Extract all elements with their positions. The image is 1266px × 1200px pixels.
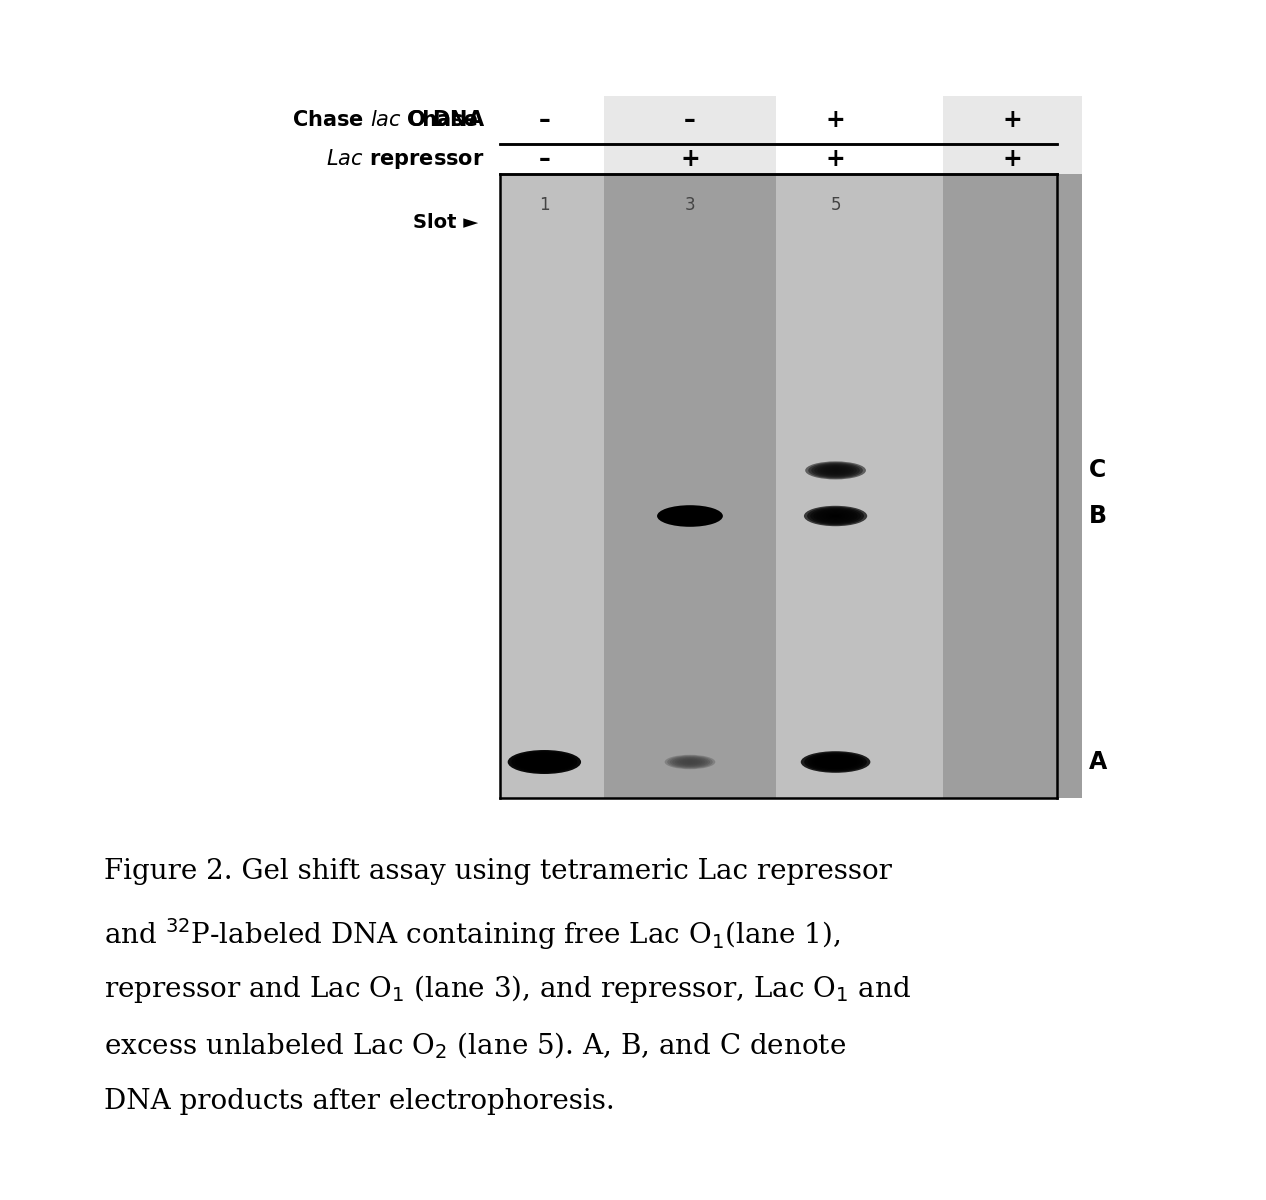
Text: excess unlabeled Lac O$_2$ (lane 5). A, B, and C denote: excess unlabeled Lac O$_2$ (lane 5). A, … bbox=[104, 1031, 846, 1062]
Ellipse shape bbox=[508, 750, 581, 774]
Ellipse shape bbox=[823, 512, 848, 520]
Ellipse shape bbox=[665, 755, 715, 769]
Ellipse shape bbox=[670, 756, 710, 768]
Bar bbox=[943, 174, 1082, 798]
Ellipse shape bbox=[804, 752, 867, 772]
Ellipse shape bbox=[808, 754, 863, 770]
Ellipse shape bbox=[680, 512, 700, 520]
Ellipse shape bbox=[825, 758, 846, 766]
Ellipse shape bbox=[818, 757, 853, 768]
Ellipse shape bbox=[817, 510, 855, 522]
Ellipse shape bbox=[674, 511, 706, 521]
Ellipse shape bbox=[804, 506, 867, 527]
Ellipse shape bbox=[523, 755, 566, 769]
Ellipse shape bbox=[801, 751, 871, 773]
Ellipse shape bbox=[670, 510, 710, 522]
Text: C: C bbox=[1089, 458, 1106, 482]
Text: Figure 2. Gel shift assay using tetrameric Lac repressor: Figure 2. Gel shift assay using tetramer… bbox=[104, 858, 891, 886]
Ellipse shape bbox=[684, 514, 696, 518]
Ellipse shape bbox=[812, 755, 860, 769]
Ellipse shape bbox=[663, 508, 717, 524]
Text: +: + bbox=[1003, 146, 1023, 170]
Ellipse shape bbox=[672, 757, 708, 767]
Ellipse shape bbox=[805, 461, 866, 479]
Ellipse shape bbox=[808, 462, 863, 479]
Text: –: – bbox=[538, 108, 551, 132]
Ellipse shape bbox=[808, 506, 863, 526]
Ellipse shape bbox=[533, 758, 556, 766]
Ellipse shape bbox=[657, 505, 723, 527]
Ellipse shape bbox=[812, 463, 860, 478]
Bar bbox=[604, 174, 776, 798]
Text: –: – bbox=[684, 108, 696, 132]
Ellipse shape bbox=[823, 467, 848, 474]
Ellipse shape bbox=[820, 511, 852, 521]
Ellipse shape bbox=[515, 752, 573, 772]
Bar bbox=[604, 144, 776, 174]
Ellipse shape bbox=[815, 756, 856, 768]
Text: A: A bbox=[1089, 750, 1106, 774]
Text: +: + bbox=[825, 108, 846, 132]
Text: B: B bbox=[1089, 504, 1106, 528]
Ellipse shape bbox=[519, 754, 570, 770]
Text: +: + bbox=[825, 146, 846, 170]
Ellipse shape bbox=[814, 509, 858, 523]
Ellipse shape bbox=[511, 751, 577, 773]
Ellipse shape bbox=[677, 511, 703, 521]
Text: DNA products after electrophoresis.: DNA products after electrophoresis. bbox=[104, 1088, 614, 1116]
Text: 5: 5 bbox=[830, 196, 841, 214]
Bar bbox=[500, 144, 1057, 174]
Ellipse shape bbox=[814, 464, 857, 476]
Ellipse shape bbox=[537, 760, 552, 764]
Ellipse shape bbox=[818, 464, 853, 475]
Text: repressor and Lac O$_1$ (lane 3), and repressor, Lac O$_1$ and: repressor and Lac O$_1$ (lane 3), and re… bbox=[104, 973, 912, 1006]
Text: and $^{32}$P-labeled DNA containing free Lac O$_1$(lane 1),: and $^{32}$P-labeled DNA containing free… bbox=[104, 916, 841, 952]
Text: –: – bbox=[538, 146, 551, 170]
Bar bbox=[943, 144, 1082, 174]
Ellipse shape bbox=[527, 756, 562, 768]
Ellipse shape bbox=[810, 508, 861, 524]
Ellipse shape bbox=[827, 512, 846, 520]
Ellipse shape bbox=[675, 757, 705, 767]
Text: Chase: Chase bbox=[406, 110, 485, 130]
Text: +: + bbox=[680, 146, 700, 170]
Ellipse shape bbox=[661, 506, 719, 526]
Bar bbox=[500, 96, 1057, 144]
Text: 3: 3 bbox=[685, 196, 695, 214]
Ellipse shape bbox=[827, 468, 844, 473]
Text: Chase $\it{lac}$ O DNA: Chase $\it{lac}$ O DNA bbox=[291, 110, 485, 130]
Bar bbox=[604, 96, 776, 144]
Ellipse shape bbox=[677, 758, 703, 766]
Ellipse shape bbox=[667, 509, 713, 523]
Ellipse shape bbox=[667, 756, 713, 768]
Bar bbox=[943, 96, 1082, 144]
Ellipse shape bbox=[820, 466, 851, 475]
Text: +: + bbox=[1003, 108, 1023, 132]
Bar bbox=[500, 174, 1057, 798]
Ellipse shape bbox=[529, 757, 560, 767]
Text: Slot ►: Slot ► bbox=[413, 212, 479, 232]
Ellipse shape bbox=[822, 757, 849, 767]
Text: 1: 1 bbox=[539, 196, 549, 214]
Text: $\it{Lac}$ repressor: $\it{Lac}$ repressor bbox=[327, 146, 485, 170]
